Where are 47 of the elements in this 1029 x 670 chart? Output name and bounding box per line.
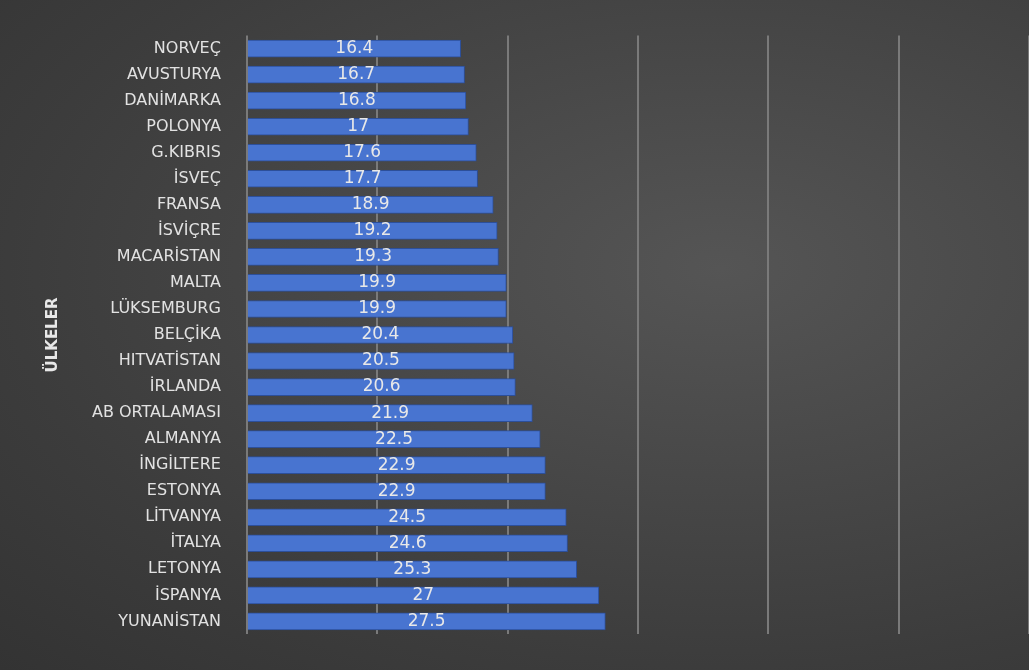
data-label: 27 — [412, 583, 435, 604]
data-label: 22.9 — [377, 453, 416, 474]
y-tick-label: ALMANYA — [144, 428, 221, 448]
y-tick-label: İNGİLTERE — [139, 454, 221, 474]
y-tick-label: G.KIBRIS — [151, 141, 221, 161]
y-axis-title: ÜLKELER — [41, 297, 61, 373]
data-label: 17.7 — [343, 167, 382, 188]
y-tick-label: İTALYA — [170, 532, 221, 552]
y-tick-label: AB ORTALAMASI — [91, 402, 221, 422]
y-tick-label: POLONYA — [146, 115, 221, 135]
data-label: 16.8 — [337, 89, 376, 110]
y-tick-label: AVUSTURYA — [127, 63, 221, 83]
data-label: 19.9 — [358, 271, 397, 292]
y-tick-label: İSVEÇ — [173, 167, 221, 187]
y-tick-label: İSPANYA — [154, 584, 221, 604]
data-label: 25.3 — [393, 557, 432, 578]
data-label: 27.5 — [407, 609, 446, 630]
data-label: 20.5 — [362, 349, 400, 370]
data-label: 22.9 — [377, 479, 416, 500]
y-tick-label: FRANSA — [156, 193, 221, 213]
y-tick-label: HITVATİSTAN — [118, 350, 221, 370]
data-label: 22.5 — [375, 427, 413, 448]
data-label: 16.4 — [335, 37, 374, 58]
y-tick-label: LETONYA — [148, 558, 221, 578]
y-tick-label: YUNANİSTAN — [117, 610, 221, 630]
y-tick-label: BELÇİKA — [153, 324, 221, 344]
data-label: 18.9 — [351, 193, 390, 214]
data-label: 24.5 — [388, 505, 426, 526]
y-tick-label: LÜKSEMBURG — [110, 298, 221, 318]
data-label: 17.6 — [343, 141, 382, 162]
y-tick-label: NORVEÇ — [153, 37, 221, 57]
y-tick-label: İRLANDA — [149, 376, 221, 396]
data-label: 21.9 — [371, 401, 410, 422]
data-label: 16.7 — [337, 63, 376, 84]
y-tick-label: MACARİSTAN — [116, 246, 221, 266]
data-label: 19.2 — [353, 219, 392, 240]
y-tick-label: DANİMARKA — [124, 89, 221, 109]
y-tick-label: MALTA — [169, 272, 221, 292]
data-label: 17 — [347, 115, 369, 136]
data-label: 19.3 — [354, 245, 393, 266]
data-label: 24.6 — [388, 531, 427, 552]
y-tick-label: LİTVANYA — [145, 506, 221, 526]
data-label: 19.9 — [358, 297, 397, 318]
y-tick-label: ESTONYA — [146, 480, 221, 500]
data-label: 20.4 — [361, 323, 400, 344]
y-tick-label: İSVİÇRE — [157, 220, 221, 240]
data-label: 20.6 — [362, 375, 401, 396]
